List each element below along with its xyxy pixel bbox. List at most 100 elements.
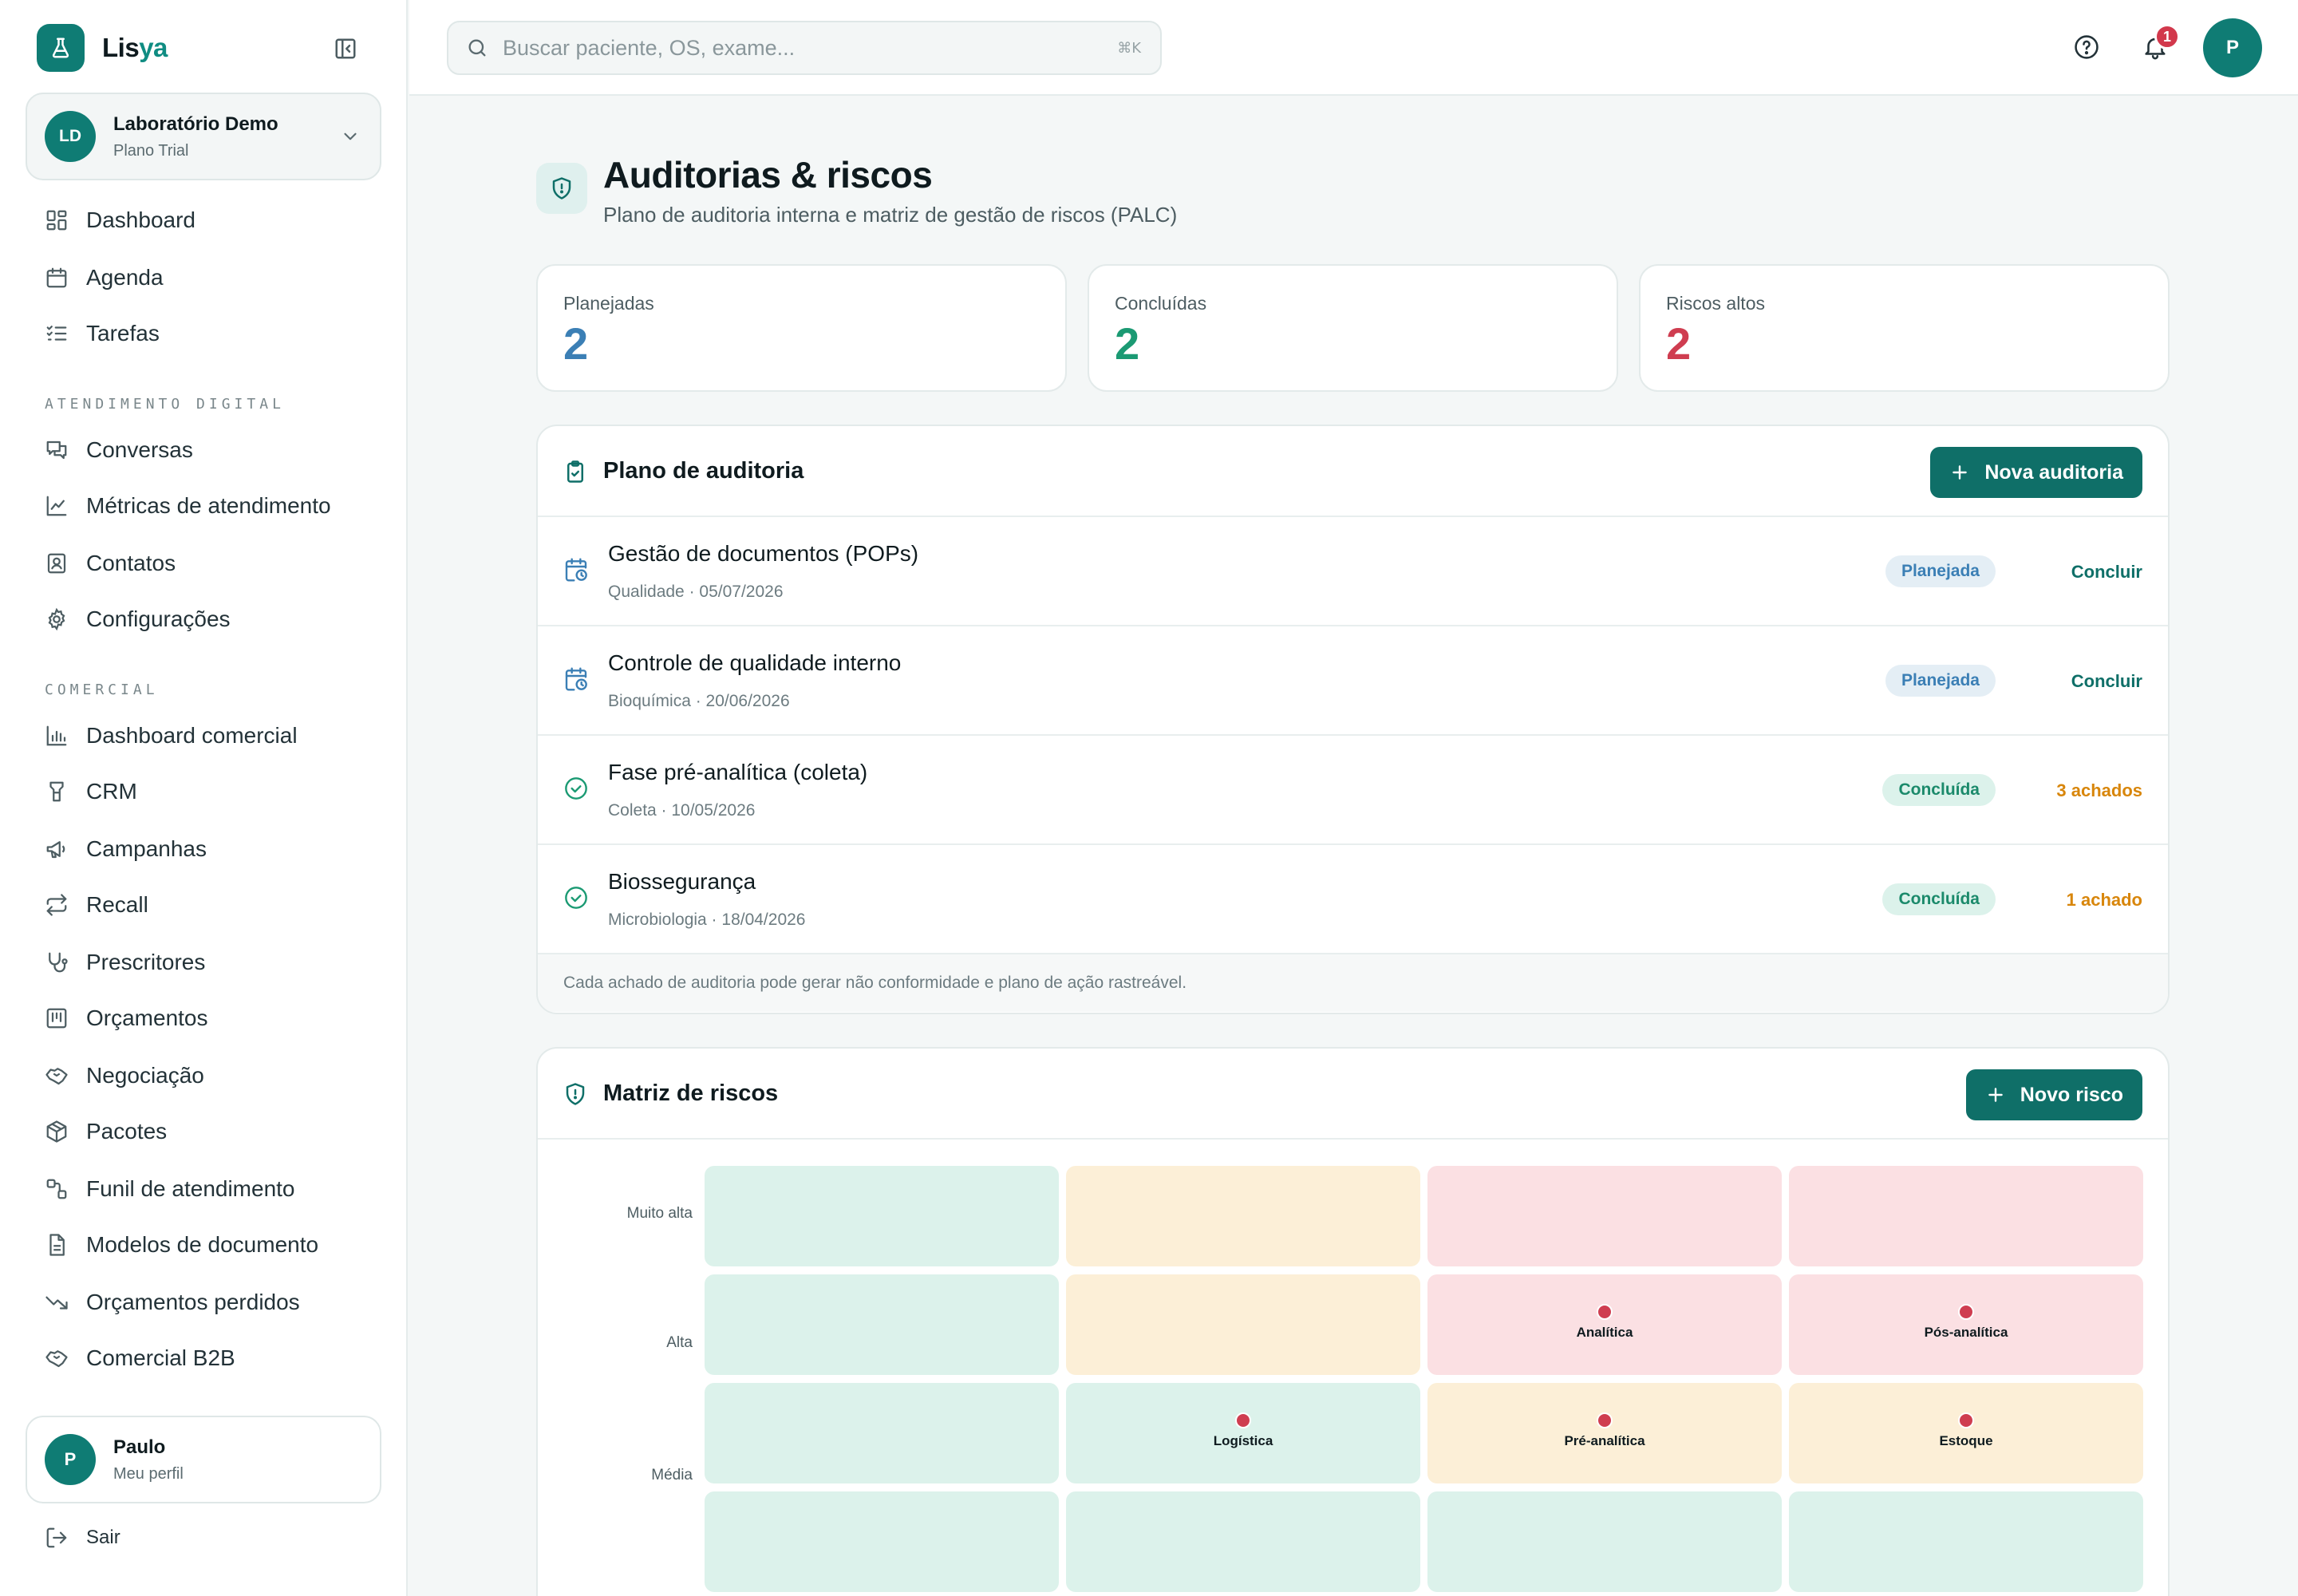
- risk-matrix-card: Matriz de riscos Novo risco Muito alta A…: [536, 1047, 2170, 1596]
- notification-badge: 1: [2154, 24, 2180, 49]
- stat-value: 2: [1666, 318, 1692, 369]
- nav-item-negociacao[interactable]: Negociação: [45, 1058, 204, 1093]
- matrix-cell[interactable]: [1066, 1274, 1420, 1375]
- collapse-sidebar-icon[interactable]: [332, 35, 359, 62]
- matrix-cell[interactable]: [1427, 1383, 1782, 1483]
- nav-item-dashboard-comercial[interactable]: Dashboard comercial: [45, 718, 298, 753]
- audit-plan-card: Plano de auditoria Nova auditoria Gestão…: [536, 425, 2170, 1014]
- check-circle-icon: [563, 776, 589, 805]
- conclude-audit-button[interactable]: Concluir: [2071, 562, 2142, 582]
- nav-item-contatos[interactable]: Contatos: [45, 546, 176, 581]
- logout-button[interactable]: Sair: [45, 1526, 120, 1550]
- avatar[interactable]: P: [2203, 18, 2262, 77]
- matrix-cell[interactable]: [705, 1383, 1059, 1483]
- matrix-cell[interactable]: [1066, 1383, 1420, 1483]
- search-input[interactable]: Buscar paciente, OS, exame... ⌘K: [447, 21, 1162, 75]
- nav-item-dashboard[interactable]: Dashboard: [45, 203, 195, 238]
- findings-link[interactable]: 3 achados: [2056, 780, 2142, 800]
- help-icon[interactable]: [2073, 34, 2100, 65]
- nav-label: Métricas de atendimento: [86, 493, 331, 518]
- nav-item-metricas[interactable]: Métricas de atendimento: [45, 488, 331, 523]
- nav-label: CRM: [86, 779, 137, 804]
- nav-label: Negociação: [86, 1063, 204, 1088]
- dashboard-grid-icon: [46, 210, 67, 231]
- search-placeholder: Buscar paciente, OS, exame...: [503, 35, 796, 60]
- risk-marker[interactable]: [1958, 1412, 1974, 1428]
- matrix-cell[interactable]: [1789, 1274, 2143, 1375]
- risk-marker[interactable]: [1597, 1412, 1613, 1428]
- button-label: Novo risco: [2020, 1083, 2123, 1106]
- audit-title: Gestão de documentos (POPs): [608, 541, 919, 566]
- status-badge: Concluída: [1882, 774, 1996, 806]
- risk-marker[interactable]: [1597, 1304, 1613, 1320]
- matrix-cell[interactable]: [705, 1166, 1059, 1266]
- nav-item-comercial-b2b[interactable]: Comercial B2B: [45, 1341, 235, 1376]
- nav-label: Agenda: [86, 265, 164, 290]
- user-profile-card[interactable]: P Paulo Meu perfil: [26, 1416, 381, 1503]
- status-badge: Planejada: [1885, 555, 1996, 587]
- contact-card-icon: [47, 553, 66, 574]
- nav-item-recall[interactable]: Recall: [45, 887, 148, 922]
- nav-item-crm[interactable]: CRM: [45, 774, 137, 809]
- page-title: Auditorias & riscos: [603, 154, 933, 196]
- status-badge: Planejada: [1885, 665, 1996, 697]
- org-switcher[interactable]: LD Laboratório Demo Plano Trial: [26, 93, 381, 180]
- matrix-cell[interactable]: [1789, 1491, 2143, 1592]
- nav-item-modelos[interactable]: Modelos de documento: [45, 1227, 318, 1262]
- org-name: Laboratório Demo: [113, 113, 278, 135]
- brand[interactable]: Lisya: [37, 24, 168, 72]
- matrix-cell[interactable]: [1427, 1491, 1782, 1592]
- nav-item-agenda[interactable]: Agenda: [45, 260, 164, 295]
- nav-label: Configurações: [86, 606, 231, 631]
- stat-value: 2: [1115, 318, 1140, 369]
- matrix-cell[interactable]: [1427, 1166, 1782, 1266]
- matrix-cell[interactable]: [1066, 1166, 1420, 1266]
- nav-item-orcamentos-perdidos[interactable]: Orçamentos perdidos: [45, 1285, 300, 1320]
- logout-icon: [46, 1527, 67, 1548]
- plus-icon: [1988, 1088, 2003, 1102]
- button-label: Nova auditoria: [1984, 460, 2123, 484]
- calendar-clock-icon: [563, 666, 589, 696]
- new-risk-button[interactable]: Novo risco: [1965, 1069, 2142, 1120]
- probability-label: Muito alta: [626, 1205, 693, 1222]
- nav-item-prescritores[interactable]: Prescritores: [45, 945, 205, 980]
- trending-down-icon: [45, 1296, 68, 1310]
- nav-label: Comercial B2B: [86, 1345, 235, 1370]
- risk-label: Pós-analítica: [1924, 1325, 2008, 1340]
- org-avatar: LD: [45, 111, 96, 162]
- new-audit-button[interactable]: Nova auditoria: [1930, 447, 2142, 498]
- nav-item-campanhas[interactable]: Campanhas: [45, 832, 207, 867]
- nav-label: Orçamentos: [86, 1005, 208, 1030]
- conclude-audit-button[interactable]: Concluir: [2071, 671, 2142, 691]
- audit-meta: Microbiologia · 18/04/2026: [608, 911, 806, 929]
- nav-item-conversas[interactable]: Conversas: [45, 433, 193, 468]
- matrix-cell[interactable]: [1789, 1166, 2143, 1266]
- matrix-cell[interactable]: [705, 1274, 1059, 1375]
- risk-label: Logística: [1213, 1433, 1273, 1448]
- stat-label: Riscos altos: [1666, 293, 1765, 314]
- stat-label: Planejadas: [563, 293, 654, 314]
- matrix-cell[interactable]: [1427, 1274, 1782, 1375]
- nav-item-pacotes[interactable]: Pacotes: [45, 1114, 167, 1149]
- risk-marker[interactable]: [1958, 1304, 1974, 1320]
- matrix-cell[interactable]: [1789, 1383, 2143, 1483]
- matrix-cell[interactable]: [1066, 1491, 1420, 1592]
- nav-item-configuracoes[interactable]: Configurações: [45, 602, 231, 637]
- funnel-flow-icon: [46, 1179, 67, 1199]
- nav-item-orcamentos[interactable]: Orçamentos: [45, 1001, 208, 1036]
- document-icon: [49, 1234, 65, 1256]
- findings-link[interactable]: 1 achado: [2066, 890, 2142, 910]
- probability-label: Alta: [666, 1334, 693, 1351]
- nav-item-funil[interactable]: Funil de atendimento: [45, 1171, 295, 1207]
- shield-alert-icon: [563, 1082, 587, 1110]
- stat-card-concluidas: Concluídas 2: [1088, 264, 1618, 392]
- matrix-cell[interactable]: [705, 1491, 1059, 1592]
- stethoscope-icon: [49, 952, 68, 973]
- chat-bubbles-icon: [46, 440, 67, 460]
- card-title: Plano de auditoria: [603, 458, 804, 484]
- risk-marker[interactable]: [1235, 1412, 1251, 1428]
- shield-icon: [536, 163, 587, 214]
- receipt-icon: [46, 1008, 67, 1029]
- nav-item-tarefas[interactable]: Tarefas: [45, 316, 160, 351]
- audit-title: Controle de qualidade interno: [608, 650, 902, 675]
